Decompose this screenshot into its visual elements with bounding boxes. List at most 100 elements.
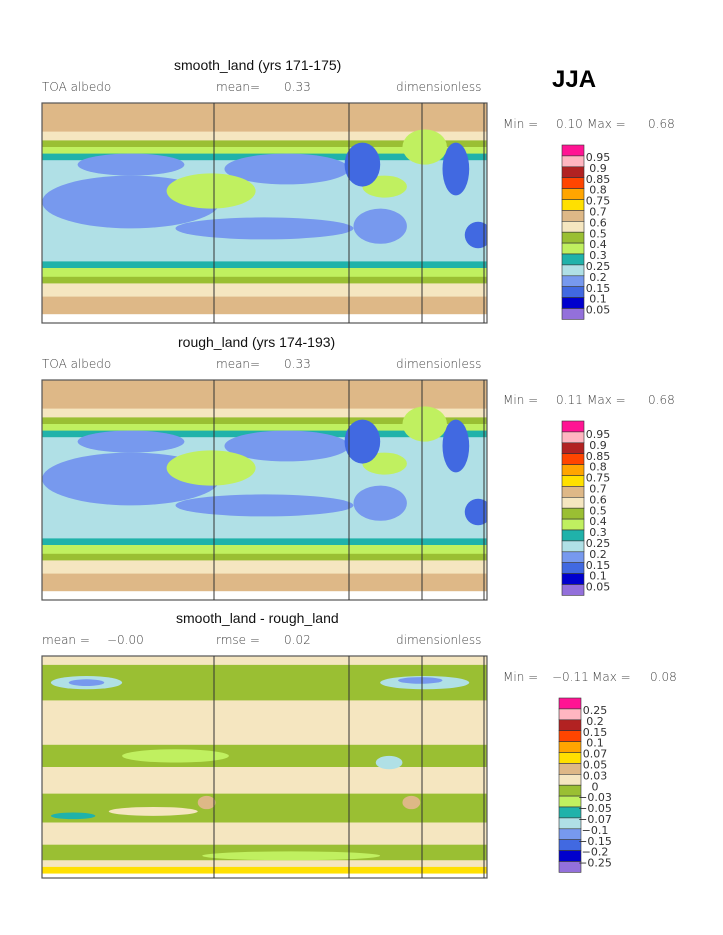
colorbar-tick-label: 0.6 — [589, 493, 607, 506]
colorbar-tick-label: 0.95 — [586, 428, 611, 441]
panel1-min: 0.10 — [556, 117, 583, 131]
colorbar-tick-label: 0.05 — [583, 759, 608, 772]
panel1-mean-label: mean= — [216, 80, 261, 94]
contour-band — [42, 408, 487, 418]
colorbar-swatch — [561, 529, 585, 542]
contour-region — [398, 677, 443, 684]
colorbar-swatch — [558, 752, 582, 764]
panel2-min-label: Min = — [503, 393, 539, 407]
colorbar-tick-label: 0.1 — [589, 570, 607, 583]
colorbar-swatch — [561, 475, 585, 487]
contour-band — [42, 822, 487, 846]
colorbar-tick-label: 0.07 — [583, 748, 608, 761]
panel1-mean-value: 0.33 — [284, 80, 311, 94]
contour-band — [42, 380, 487, 410]
colorbar-tick-label: 0.1 — [589, 293, 607, 306]
colorbar-tick-label: 0.95 — [586, 151, 611, 164]
contour-region — [353, 485, 407, 521]
colorbar-swatch — [561, 155, 585, 168]
panel3-units: dimensionless — [396, 633, 482, 647]
panel3-rmse-value: 0.02 — [284, 633, 311, 647]
panel2-variable: TOA albedo — [42, 357, 112, 371]
colorbar-tick-label: 0.03 — [583, 769, 608, 782]
contour-region — [264, 771, 354, 785]
colorbar-swatch — [561, 177, 585, 189]
map-frame — [41, 655, 488, 879]
colorbar-tick-label: −0.2 — [582, 846, 609, 859]
contour-region — [224, 430, 350, 462]
colorbar-tick-label: 0.85 — [586, 173, 611, 186]
colorbar-swatch — [561, 562, 585, 574]
colorbar-tick-label: 0.15 — [583, 726, 608, 739]
colorbar-swatch — [558, 719, 582, 731]
colorbar-swatch — [558, 773, 582, 786]
contour-band — [42, 314, 487, 323]
colorbar-tick-label: 0.05 — [586, 581, 611, 594]
season-label: JJA — [552, 66, 597, 93]
contour-region — [344, 142, 381, 187]
colorbar-1: 0.950.90.850.80.750.70.60.50.40.30.250.2… — [561, 144, 611, 320]
colorbar-tick-label: 0.8 — [589, 461, 607, 474]
colorbar-2: 0.950.90.850.80.750.70.60.50.40.30.250.2… — [561, 420, 611, 596]
contour-band — [42, 268, 487, 278]
colorbar-swatch — [561, 275, 585, 287]
colorbar-swatch — [558, 741, 582, 753]
map-panel-2 — [41, 379, 488, 601]
colorbar-swatch — [561, 221, 585, 233]
panel3-mean-value: −0.00 — [107, 633, 144, 647]
colorbar-tick-label: 0.4 — [589, 515, 607, 528]
colorbar-tick-label: 0.9 — [589, 162, 607, 175]
contour-band — [42, 131, 487, 141]
colorbar-tick-label: 0.75 — [586, 195, 611, 208]
contour-fill — [42, 380, 487, 600]
panel2-mean-value: 0.33 — [284, 357, 311, 371]
colorbar-swatch — [561, 507, 585, 520]
panel1-title: smooth_land (yrs 171-175) — [174, 57, 342, 73]
colorbar-swatch — [561, 551, 585, 563]
colorbar-tick-label: 0.5 — [589, 227, 607, 240]
colorbar-swatch — [561, 540, 585, 553]
colorbar-tick-label: −0.15 — [578, 835, 612, 848]
panel3-max: 0.08 — [650, 670, 677, 684]
contour-band — [42, 103, 487, 133]
colorbar-swatch — [561, 231, 585, 244]
colorbar-swatch — [558, 697, 582, 710]
contour-band — [42, 744, 487, 768]
contour-band — [42, 538, 487, 546]
colorbar-tick-label: 0.7 — [589, 206, 607, 219]
contour-band — [42, 545, 487, 555]
contour-region — [77, 430, 185, 453]
panel3-max-label: Max = — [592, 670, 631, 684]
contour-fill — [42, 656, 487, 878]
contour-region — [402, 406, 447, 442]
colorbar-tick-label: 0.25 — [583, 704, 608, 717]
panel3-title: smooth_land - rough_land — [176, 610, 339, 626]
contour-band — [42, 276, 487, 284]
colorbar-swatch — [561, 573, 585, 585]
colorbar-swatch — [558, 763, 582, 775]
colorbar-tick-label: 0.85 — [586, 450, 611, 463]
panel2-max: 0.68 — [648, 393, 675, 407]
contour-region — [402, 129, 447, 165]
panel1-min-label: Min = — [503, 117, 539, 131]
contour-band — [42, 866, 487, 875]
colorbar-swatch — [561, 584, 585, 596]
panel2-max-label: Max = — [587, 393, 626, 407]
contour-region — [464, 498, 487, 526]
colorbar-tick-label: 0.25 — [586, 537, 611, 550]
colorbar-swatch — [561, 464, 585, 476]
colorbar-tick-label: 0.05 — [586, 304, 611, 317]
panel1-max: 0.68 — [648, 117, 675, 131]
colorbar-swatch — [561, 286, 585, 298]
contour-region — [166, 450, 256, 486]
colorbar-tick-label: 0.3 — [589, 526, 607, 539]
colorbar-swatch — [561, 420, 585, 433]
contour-band — [42, 793, 487, 823]
contour-band — [42, 656, 487, 666]
contour-band — [42, 261, 487, 269]
colorbar-swatch — [558, 708, 582, 721]
panel1-max-label: Max = — [587, 117, 626, 131]
panel2-mean-label: mean= — [216, 357, 261, 371]
contour-band — [42, 424, 487, 432]
